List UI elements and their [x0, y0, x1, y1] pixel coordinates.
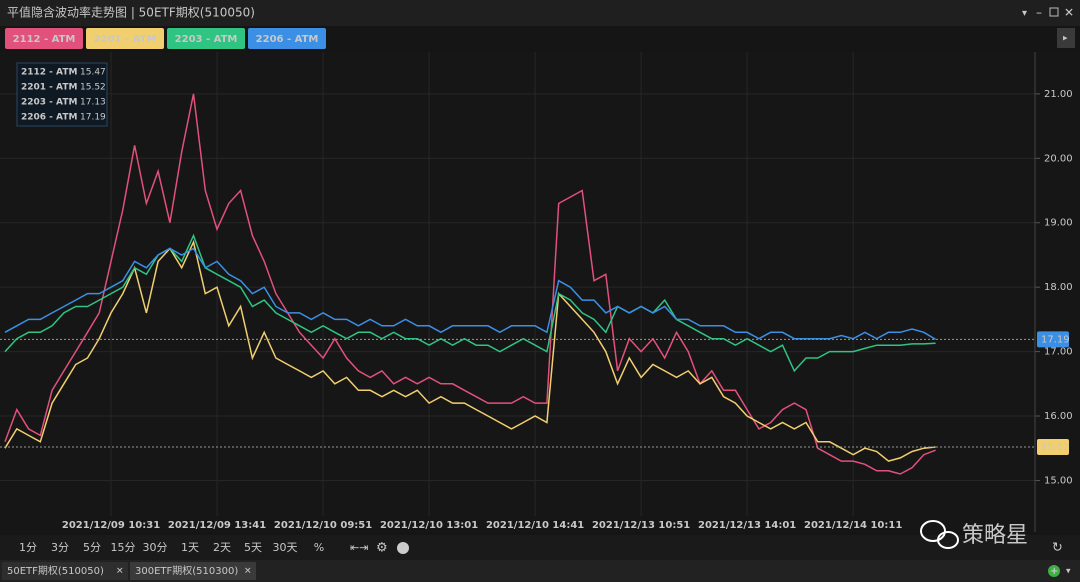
last-value-label: 15.52: [1041, 442, 1070, 453]
y-tick-label: 18.00: [1044, 282, 1073, 293]
maximize-button[interactable]: [1049, 7, 1059, 17]
menu-button[interactable]: ▾: [1022, 8, 1027, 19]
y-tick-label: 15.00: [1044, 475, 1073, 486]
period-button[interactable]: 3分: [51, 541, 69, 554]
add-tab-button[interactable]: [1048, 565, 1060, 577]
y-tick-label: 17.00: [1044, 347, 1073, 358]
series-line: [4, 93, 936, 475]
legend-name: 2201 - ATM: [21, 83, 77, 93]
watermark-text: 策略星: [962, 523, 1028, 548]
toolbar: [0, 535, 1080, 560]
y-tick-label: 16.00: [1044, 411, 1073, 422]
x-tick-label: 2021/12/13 10:51: [592, 520, 690, 531]
last-value-label: 17.19: [1041, 334, 1070, 345]
chart: 15.00 16.00 17.00 18.00 19.00 20.00 21.00 2021/…: [0, 52, 1073, 532]
bottom-tab[interactable]: [130, 562, 256, 580]
legend-value: 17.19: [80, 113, 106, 123]
bottom-tab[interactable]: [2, 562, 128, 580]
x-tick-label: 2021/12/10 14:41: [486, 520, 584, 531]
close-button[interactable]: ✕: [1064, 6, 1074, 20]
period-button[interactable]: 15分: [111, 541, 136, 554]
series-tab[interactable]: [167, 28, 245, 49]
period-button[interactable]: 2天: [213, 541, 231, 554]
series-tab[interactable]: [86, 28, 164, 49]
period-button[interactable]: 5分: [83, 541, 101, 554]
minimize-button[interactable]: –: [1036, 6, 1042, 20]
tab-scroll-button[interactable]: [1057, 28, 1075, 48]
series-tab[interactable]: [5, 28, 83, 49]
y-tick-label: 21.00: [1044, 89, 1073, 100]
title-bar: [0, 0, 1080, 26]
legend-value: 15.47: [80, 68, 106, 78]
help-mark: ?: [400, 544, 405, 554]
y-tick-label: 19.00: [1044, 218, 1073, 229]
legend-name: 2112 - ATM: [21, 68, 77, 78]
series-tab-label: 2203 - ATM: [175, 34, 238, 45]
legend-name: 2203 - ATM: [21, 98, 77, 108]
x-tick-label: 2021/12/10 09:51: [274, 520, 372, 531]
last-value-box: [1037, 331, 1069, 348]
plot-background: [0, 52, 1080, 532]
period-button[interactable]: 30天: [273, 541, 298, 554]
bottom-tab-label: 300ETF期权(510300): [135, 564, 238, 577]
series-line: [4, 239, 936, 462]
series-tab-label: 2206 - ATM: [256, 34, 319, 45]
series-line: [4, 247, 936, 341]
x-tick-label: 2021/12/09 10:31: [62, 520, 160, 531]
range-icon[interactable]: ⇤⇥: [350, 541, 368, 554]
bottom-tab-label: 50ETF期权(510050): [7, 564, 104, 577]
y-tick-label: 20.00: [1044, 153, 1073, 164]
legend-value: 17.13: [80, 98, 106, 108]
period-button[interactable]: 1分: [19, 541, 37, 554]
tab-menu[interactable]: ▾: [1066, 567, 1071, 577]
bottom-tab-close[interactable]: ✕: [116, 567, 124, 577]
bottom-tab-close[interactable]: ✕: [244, 567, 252, 577]
help-icon[interactable]: [397, 542, 409, 554]
refresh-icon[interactable]: ↻: [1052, 541, 1063, 556]
period-button[interactable]: 5天: [244, 541, 262, 554]
settings-icon[interactable]: ⚙: [376, 541, 388, 556]
legend-name: 2206 - ATM: [21, 113, 77, 123]
series-tab-label: 2201 - ATM: [94, 34, 157, 45]
x-tick-label: 2021/12/10 13:01: [380, 520, 478, 531]
legend-box: [16, 62, 108, 127]
add-tab-plus: +: [1050, 566, 1058, 577]
period-button[interactable]: 1天: [181, 541, 199, 554]
last-value-box: [1037, 438, 1069, 455]
period-button[interactable]: 30分: [143, 541, 168, 554]
x-tick-label: 2021/12/14 10:11: [804, 520, 902, 531]
series-tab[interactable]: [248, 28, 326, 49]
x-tick-label: 2021/12/13 14:01: [698, 520, 796, 531]
period-button[interactable]: %: [314, 541, 324, 554]
watermark: 策略星: [920, 520, 1028, 549]
bottom-tab-bar: [0, 560, 1080, 582]
x-tick-label: 2021/12/09 13:41: [168, 520, 266, 531]
window-title: 平值隐含波动率走势图 | 50ETF期权(510050): [7, 5, 255, 20]
series-tab-label: 2112 - ATM: [13, 34, 76, 45]
tab-scroll-arrow: ▸: [1063, 34, 1068, 44]
legend-value: 15.52: [80, 83, 106, 93]
